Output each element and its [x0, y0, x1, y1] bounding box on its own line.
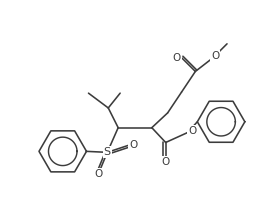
Text: O: O	[211, 51, 219, 61]
Text: O: O	[188, 126, 197, 136]
Text: O: O	[94, 169, 102, 179]
Text: O: O	[162, 157, 170, 167]
Text: S: S	[104, 147, 111, 157]
Text: O: O	[129, 140, 137, 150]
Text: O: O	[172, 53, 181, 63]
